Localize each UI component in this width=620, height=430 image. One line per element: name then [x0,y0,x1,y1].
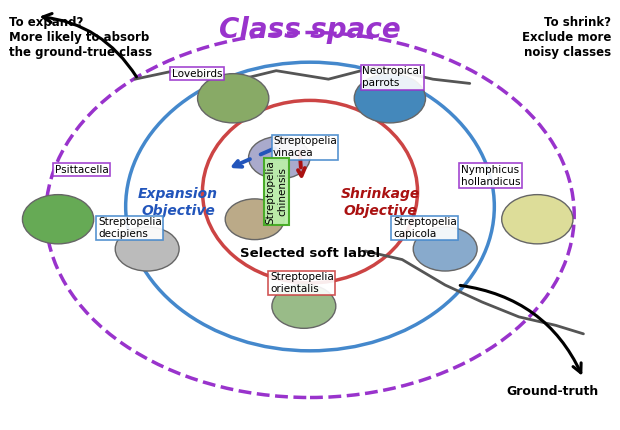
Text: Streptopelia
capicola: Streptopelia capicola [393,217,457,239]
Text: To shrink?
Exclude more
noisy classes: To shrink? Exclude more noisy classes [521,15,611,58]
Circle shape [225,199,284,240]
Text: Streptopelia
decipiens: Streptopelia decipiens [98,217,162,239]
Text: Streptopelia
orientalis: Streptopelia orientalis [270,272,334,294]
Circle shape [413,227,477,271]
Text: Class space: Class space [219,16,401,44]
Circle shape [198,74,269,123]
Text: Expansion
Objective: Expansion Objective [138,187,218,218]
Circle shape [22,195,94,244]
Circle shape [115,227,179,271]
Circle shape [272,284,336,329]
Text: To expand?
More likely to absorb
the ground-true class: To expand? More likely to absorb the gro… [9,15,152,58]
Text: Ground-truth: Ground-truth [507,385,599,398]
Circle shape [354,74,425,123]
Text: Nymphicus
hollandicus: Nymphicus hollandicus [461,165,520,187]
Circle shape [502,195,573,244]
Text: Lovebirds: Lovebirds [172,68,222,79]
Text: Streptopelia
chinensis: Streptopelia chinensis [265,160,287,224]
Text: Psittacella: Psittacella [55,165,108,175]
Circle shape [249,136,310,179]
Text: Selected soft label: Selected soft label [240,247,380,260]
Text: Shrinkage
Objective: Shrinkage Objective [341,187,420,218]
Text: Neotropical
parrots: Neotropical parrots [362,67,422,88]
Text: Streptopelia
vinacea: Streptopelia vinacea [273,136,337,158]
